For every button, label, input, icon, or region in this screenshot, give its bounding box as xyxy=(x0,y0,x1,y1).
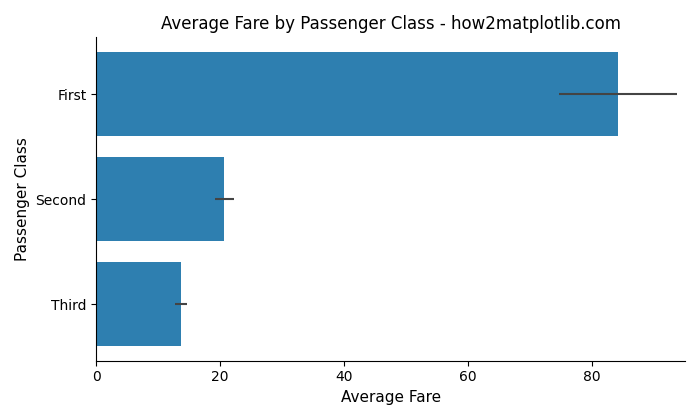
Y-axis label: Passenger Class: Passenger Class xyxy=(15,137,30,261)
Bar xyxy=(97,52,618,136)
Bar xyxy=(97,262,181,346)
X-axis label: Average Fare: Average Fare xyxy=(341,390,441,405)
Bar xyxy=(97,157,224,241)
Title: Average Fare by Passenger Class - how2matplotlib.com: Average Fare by Passenger Class - how2ma… xyxy=(160,15,621,33)
